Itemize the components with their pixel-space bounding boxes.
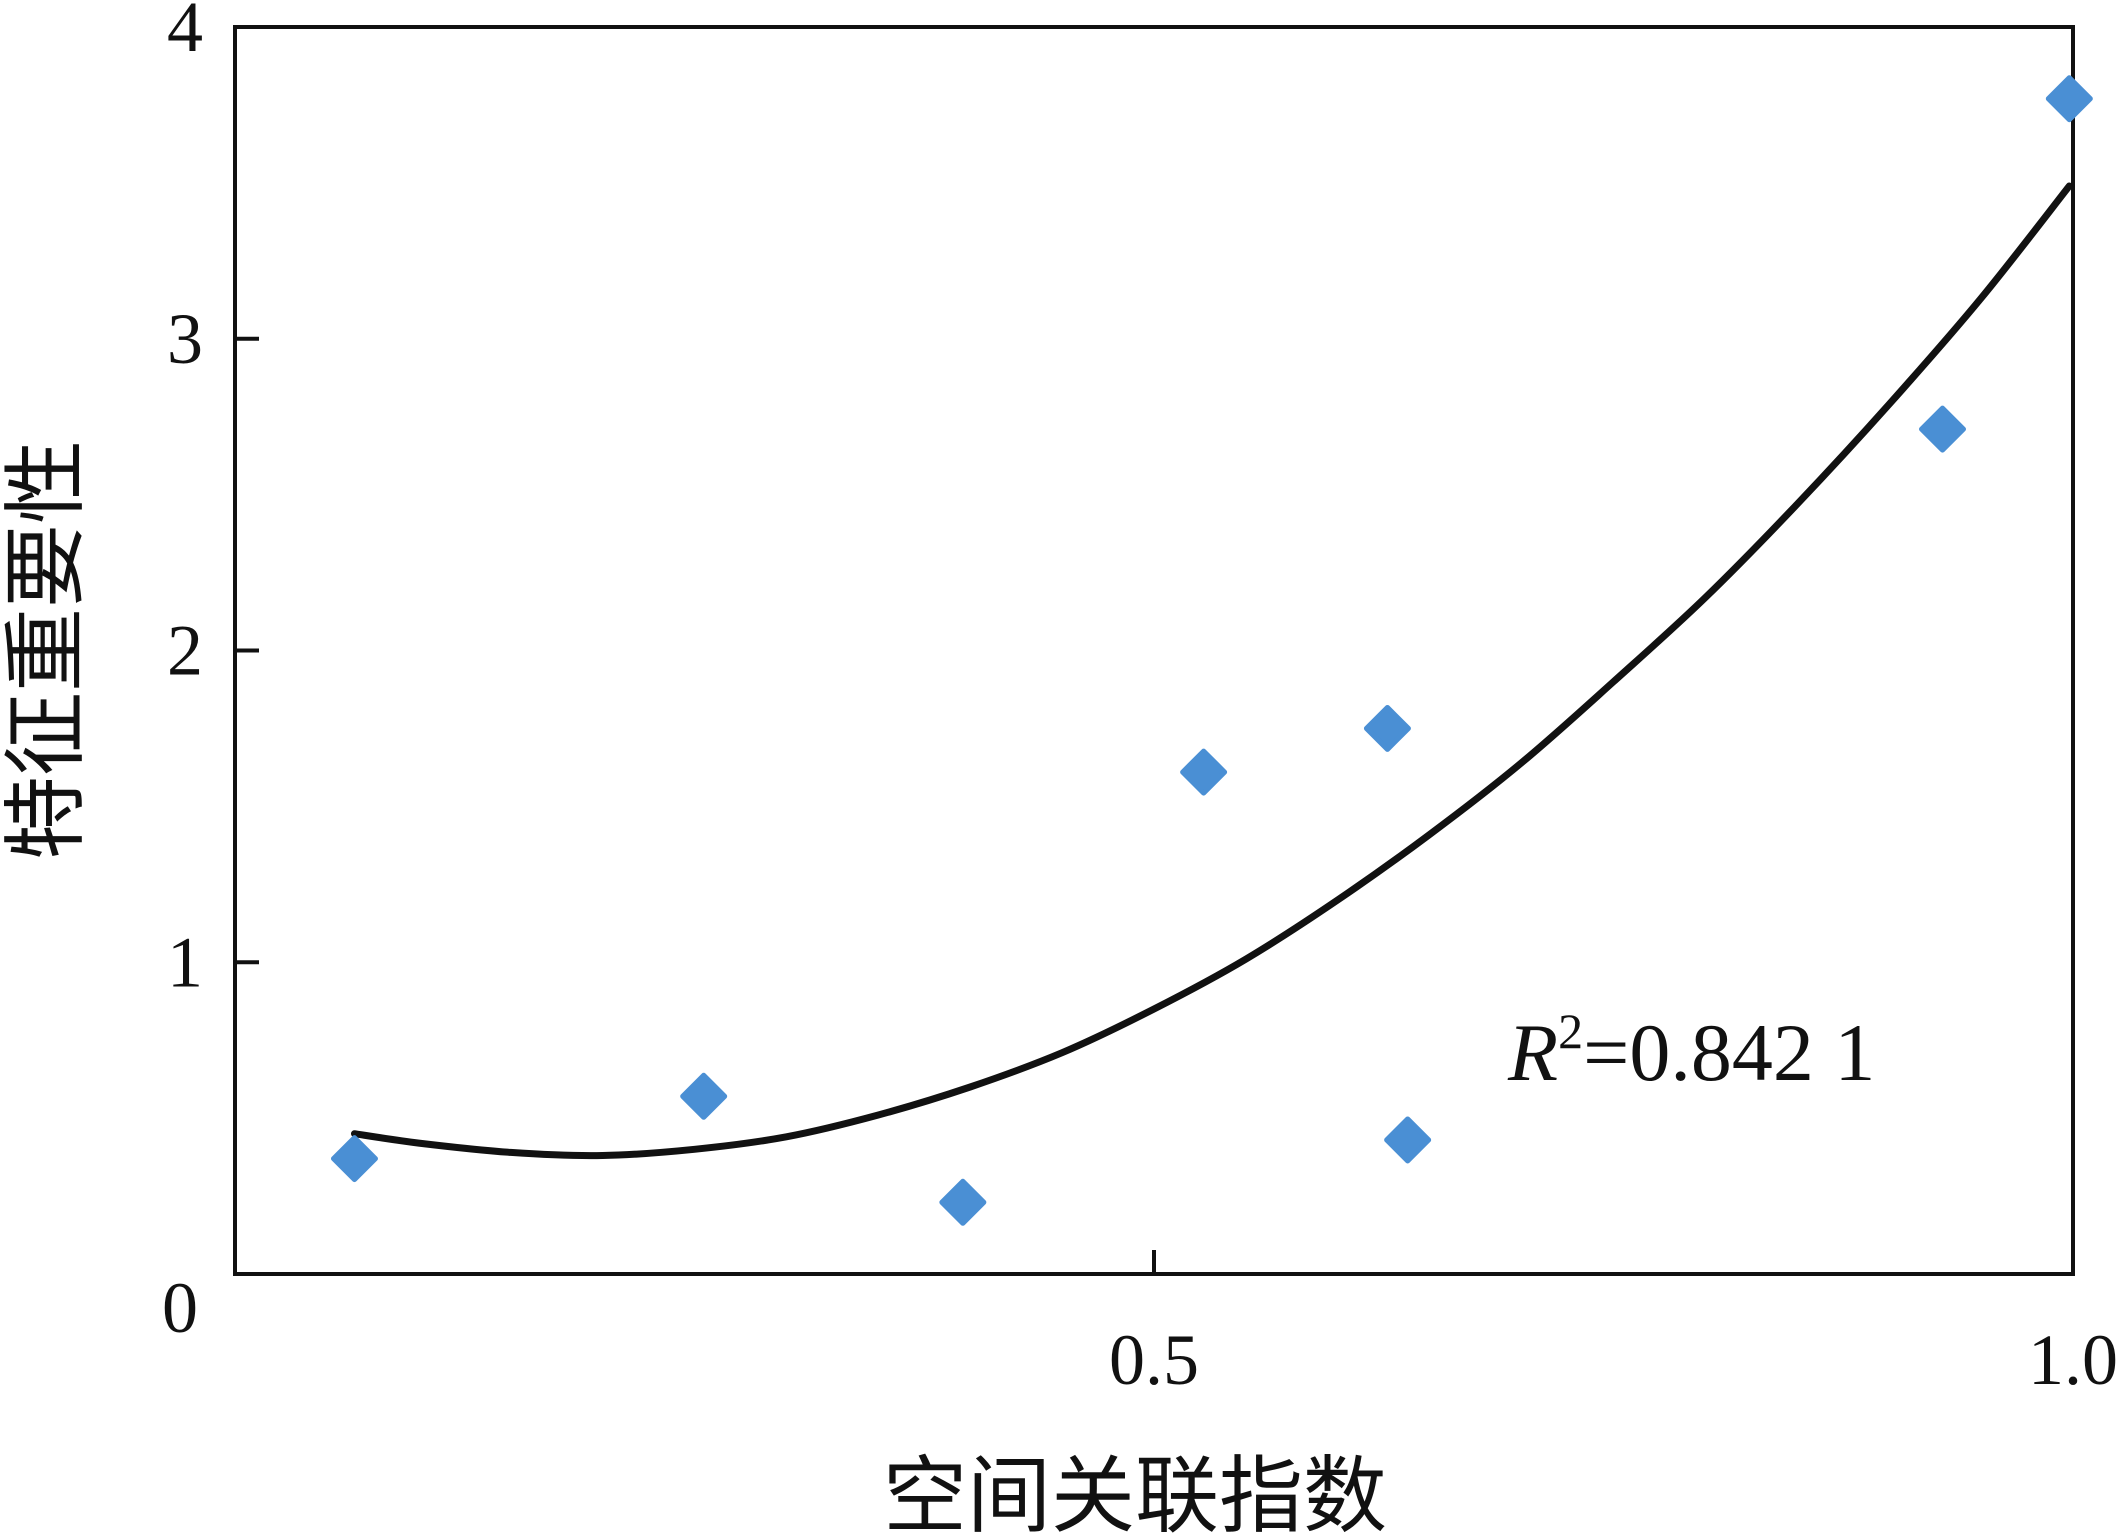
trend-curve xyxy=(351,182,2073,1160)
r-exponent: 2 xyxy=(1558,1003,1583,1059)
data-point xyxy=(2045,75,2093,123)
data-point xyxy=(680,1072,728,1120)
data-point xyxy=(1180,748,1228,796)
data-point xyxy=(1363,704,1411,752)
data-point xyxy=(1384,1116,1432,1164)
data-point xyxy=(1919,405,1966,453)
data-point xyxy=(330,1135,378,1183)
x-tick-label: 0.5 xyxy=(1109,1320,1199,1400)
origin-tick-label: 0 xyxy=(162,1268,198,1348)
data-points xyxy=(330,75,2093,1226)
y-tick-label: 3 xyxy=(167,299,203,379)
x-axis-title: 空间关联指数 xyxy=(883,1447,1387,1539)
y-tick-label: 2 xyxy=(167,611,203,691)
r-value: =0.842 1 xyxy=(1583,1007,1875,1098)
data-point xyxy=(939,1178,987,1226)
y-tick-label: 4 xyxy=(167,0,203,67)
y-axis-title: 特征重要性 xyxy=(0,440,95,860)
y-tick-label: 1 xyxy=(167,922,203,1002)
trendline-layer xyxy=(351,182,2073,1160)
annotation-r2: R2=0.842 1 xyxy=(1507,1003,1875,1098)
axis-ticks: 0 0.5 1.0 1 2 3 4 xyxy=(162,0,2118,1400)
r-symbol: R xyxy=(1507,1007,1558,1098)
x-tick-label: 1.0 xyxy=(2028,1320,2118,1400)
